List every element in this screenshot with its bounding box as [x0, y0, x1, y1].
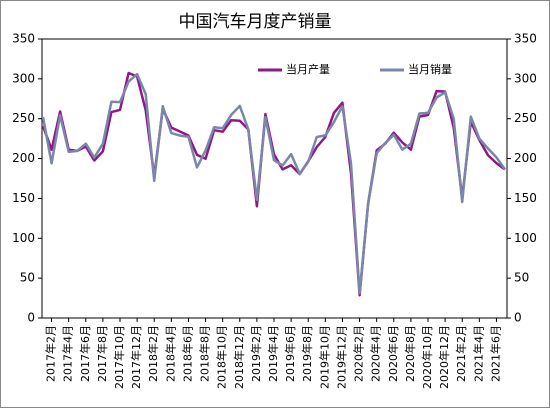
y-tick-label: 250 — [12, 111, 35, 125]
x-tick-label: 2020年4月 — [369, 325, 383, 382]
y-tick-label: 150 — [12, 191, 35, 205]
y2-tick-label: 150 — [514, 191, 537, 205]
x-tick-label: 2017年2月 — [44, 325, 58, 382]
y-tick-label: 200 — [12, 151, 35, 165]
y-tick-label: 350 — [12, 32, 35, 46]
x-tick-label: 2019年12月 — [334, 325, 348, 389]
legend-label: 当月产量 — [286, 62, 330, 76]
x-tick-label: 2020年6月 — [386, 325, 400, 382]
y2-tick-label: 100 — [514, 231, 537, 245]
y-tick-label: 100 — [12, 231, 35, 245]
y2-tick-label: 50 — [514, 271, 529, 285]
x-tick-label: 2017年4月 — [61, 325, 75, 382]
x-tick-label: 2020年10月 — [420, 325, 434, 389]
series-line — [41, 72, 507, 295]
x-tick-label: 2020年2月 — [352, 325, 366, 382]
y2-tick-label: 0 — [514, 311, 522, 325]
y-tick-label: 0 — [27, 311, 35, 325]
x-tick-label: 2017年10月 — [112, 325, 126, 389]
x-tick-label: 2019年10月 — [317, 325, 331, 389]
x-tick-label: 2018年8月 — [198, 325, 212, 382]
x-tick-label: 2019年8月 — [300, 325, 314, 382]
x-tick-label: 2018年6月 — [180, 325, 194, 382]
y2-tick-label: 300 — [514, 71, 537, 85]
x-tick-label: 2019年4月 — [266, 325, 280, 382]
x-tick-label: 2018年2月 — [146, 325, 160, 382]
chart-title: 中国汽车月度产销量 — [179, 12, 332, 32]
x-tick-label: 2018年4月 — [163, 325, 177, 382]
x-tick-label: 2020年12月 — [437, 325, 451, 389]
x-tick-label: 2020年8月 — [403, 325, 417, 382]
y-tick-label: 50 — [20, 271, 35, 285]
y-tick-label: 300 — [12, 71, 35, 85]
y2-tick-label: 350 — [514, 32, 537, 46]
x-tick-label: 2018年10月 — [215, 325, 229, 389]
x-tick-label: 2017年12月 — [129, 325, 143, 389]
x-tick-label: 2021年4月 — [471, 325, 485, 382]
x-tick-label: 2018年12月 — [232, 325, 246, 389]
y2-tick-label: 250 — [514, 111, 537, 125]
x-tick-label: 2021年2月 — [454, 325, 468, 382]
x-tick-label: 2019年2月 — [249, 325, 263, 382]
x-tick-label: 2019年6月 — [283, 325, 297, 382]
legend-label: 当月销量 — [408, 62, 452, 76]
x-tick-label: 2017年8月 — [95, 325, 109, 382]
x-tick-label: 2021年6月 — [488, 325, 502, 382]
x-tick-label: 2017年6月 — [78, 325, 92, 382]
y2-tick-label: 200 — [514, 151, 537, 165]
